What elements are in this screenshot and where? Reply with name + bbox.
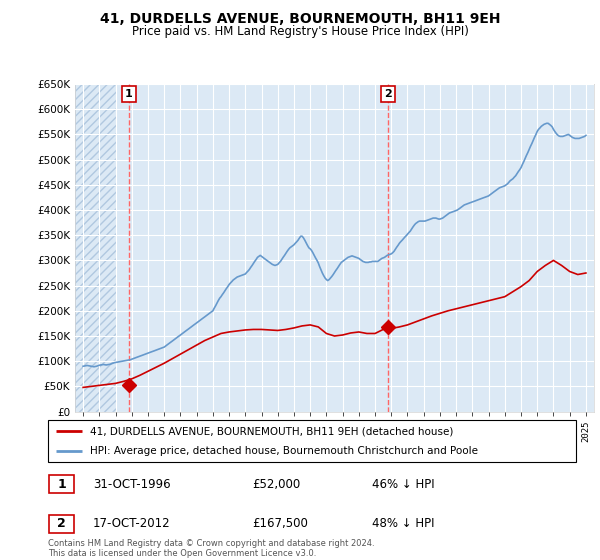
Bar — [75, 84, 116, 412]
Text: 31-OCT-1996: 31-OCT-1996 — [93, 478, 170, 491]
Text: 17-OCT-2012: 17-OCT-2012 — [93, 517, 170, 530]
Text: £52,000: £52,000 — [252, 478, 300, 491]
Text: 2: 2 — [384, 89, 392, 99]
Text: Price paid vs. HM Land Registry's House Price Index (HPI): Price paid vs. HM Land Registry's House … — [131, 25, 469, 38]
Text: Contains HM Land Registry data © Crown copyright and database right 2024.
This d: Contains HM Land Registry data © Crown c… — [48, 539, 374, 558]
Text: 1: 1 — [57, 478, 66, 491]
Text: 41, DURDELLS AVENUE, BOURNEMOUTH, BH11 9EH (detached house): 41, DURDELLS AVENUE, BOURNEMOUTH, BH11 9… — [90, 426, 454, 436]
Text: 41, DURDELLS AVENUE, BOURNEMOUTH, BH11 9EH: 41, DURDELLS AVENUE, BOURNEMOUTH, BH11 9… — [100, 12, 500, 26]
Text: 48% ↓ HPI: 48% ↓ HPI — [372, 517, 434, 530]
Text: £167,500: £167,500 — [252, 517, 308, 530]
Text: 1: 1 — [125, 89, 133, 99]
Text: 46% ↓ HPI: 46% ↓ HPI — [372, 478, 434, 491]
Text: HPI: Average price, detached house, Bournemouth Christchurch and Poole: HPI: Average price, detached house, Bour… — [90, 446, 478, 456]
Text: 2: 2 — [57, 517, 66, 530]
